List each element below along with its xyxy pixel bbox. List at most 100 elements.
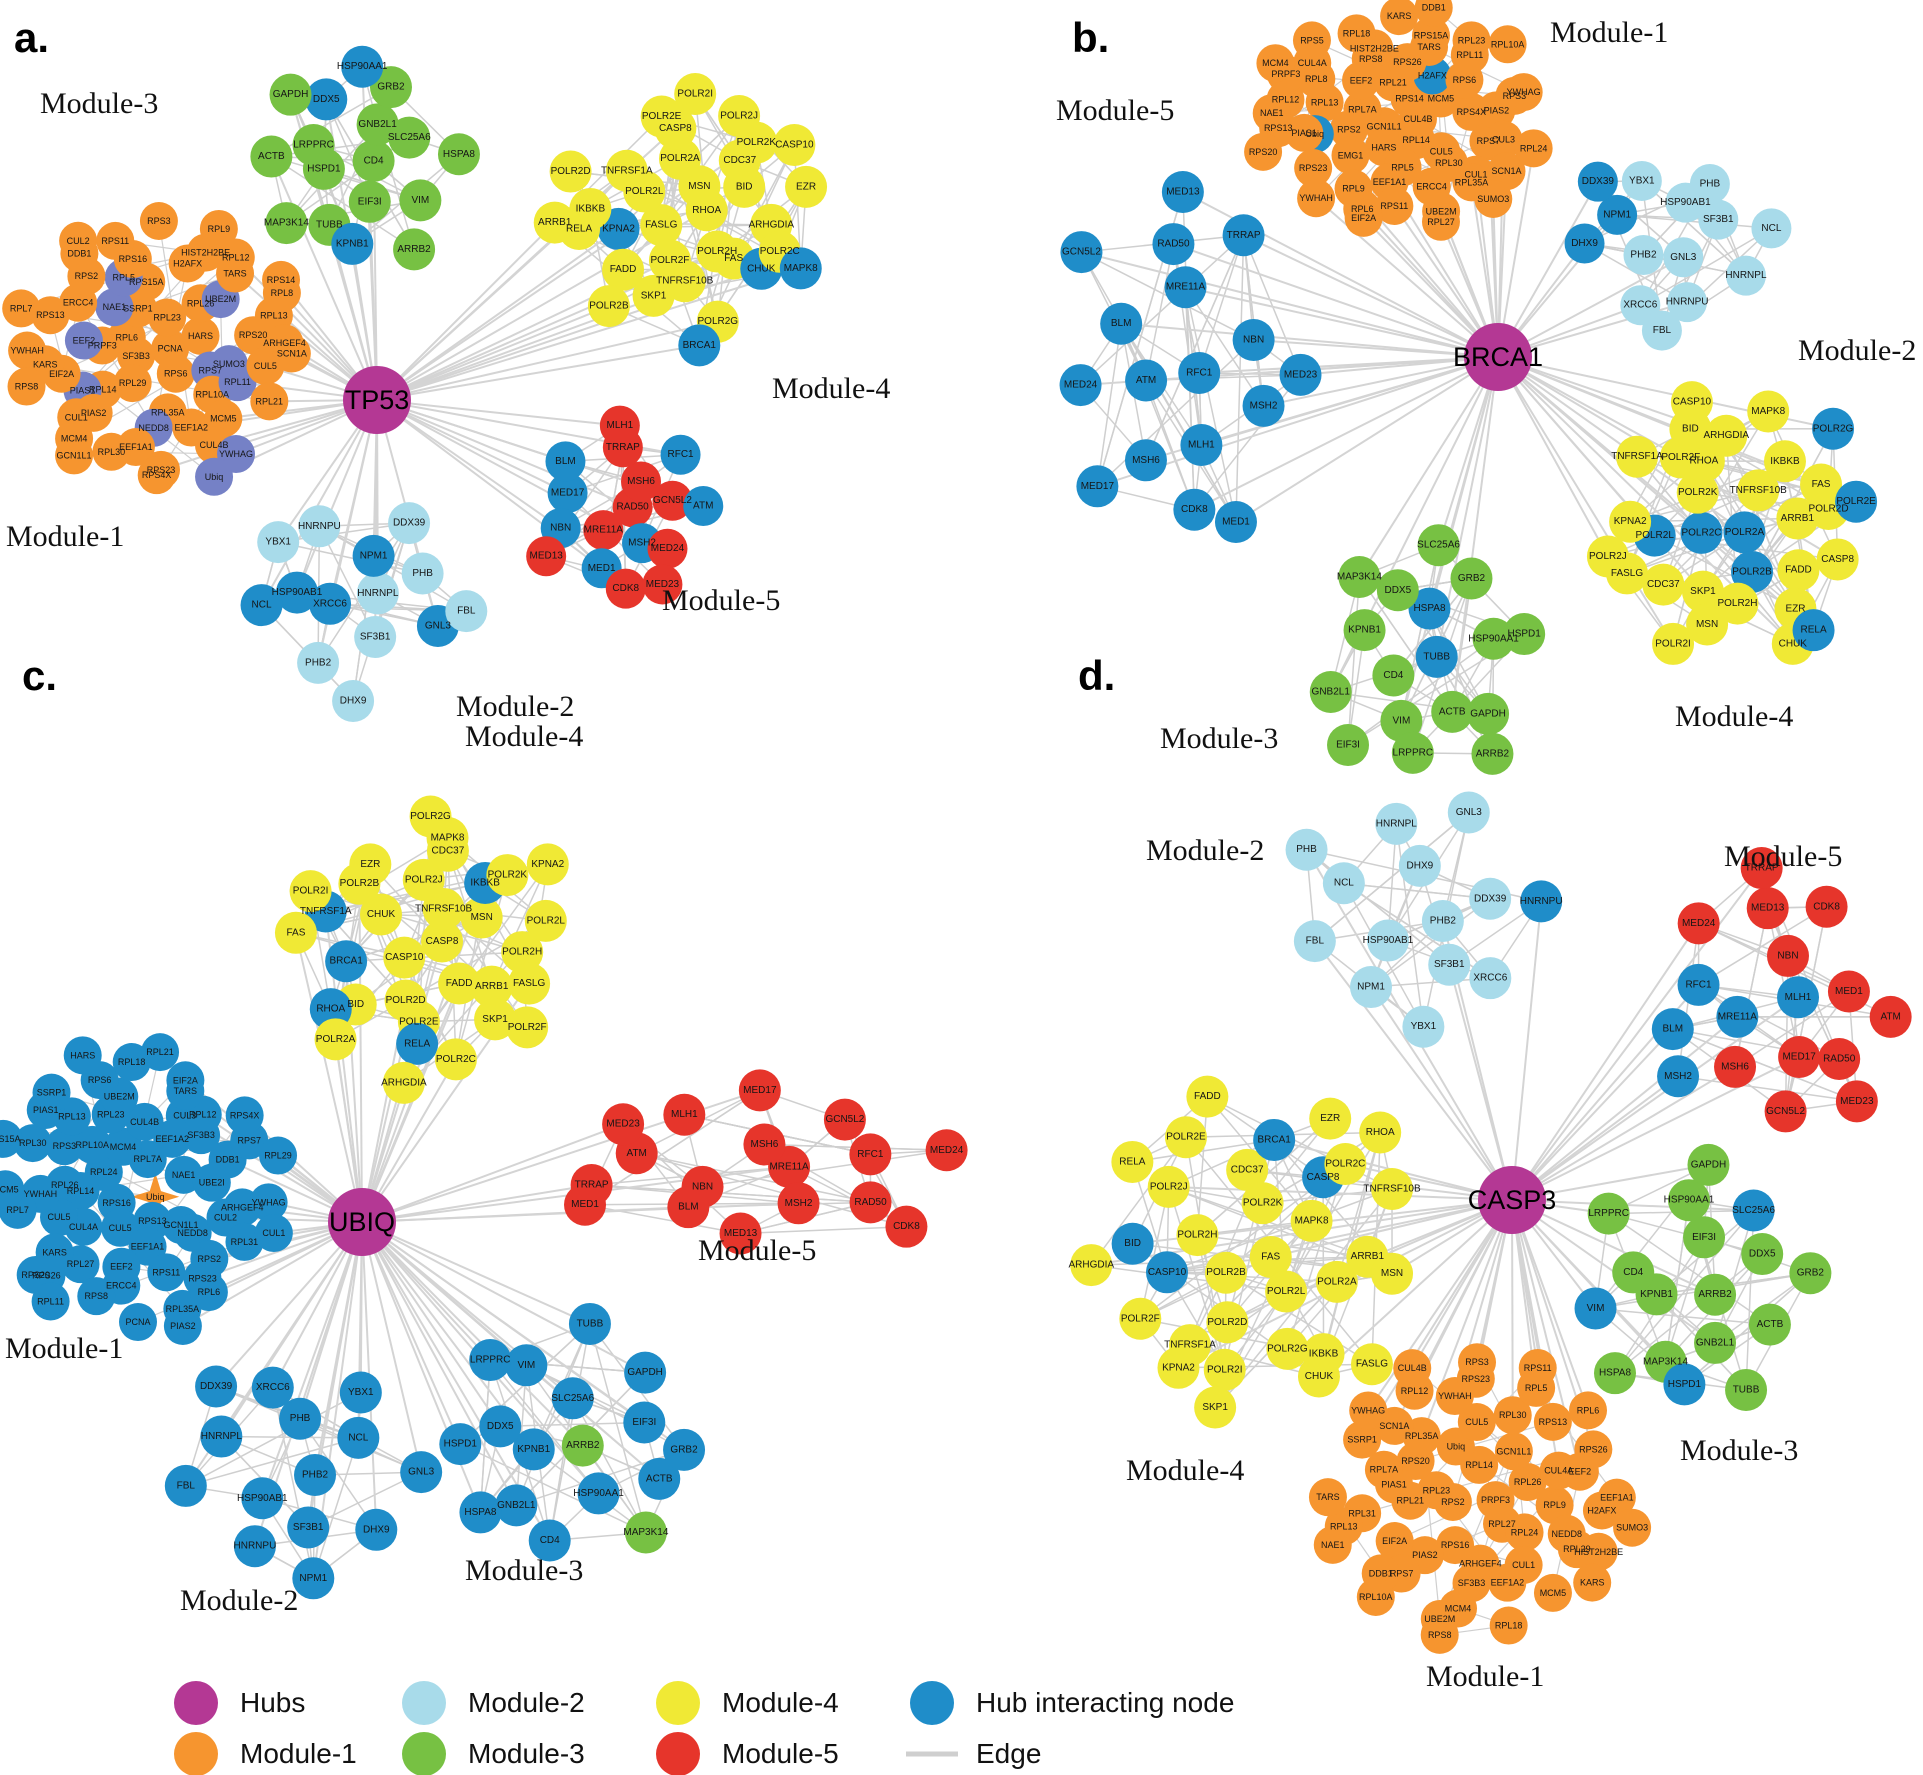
node-YWHAH: [1297, 179, 1336, 218]
node-label-BLM: BLM: [678, 1202, 699, 1213]
node-label-YWHAH: YWHAH: [1299, 193, 1333, 203]
node-label-MSH6: MSH6: [751, 1139, 779, 1150]
node-SLC25A6: [551, 1377, 594, 1420]
node-MAP3K14: [265, 202, 308, 245]
node-label-MED23: MED23: [1284, 369, 1318, 380]
node-MAPK8: [1290, 1199, 1333, 1242]
node-XRCC6: [1469, 957, 1512, 1000]
node-label-BLM: BLM: [1111, 318, 1132, 329]
node-MED13: [719, 1212, 762, 1255]
node-MSH2: [777, 1182, 820, 1225]
node-label-NPM1: NPM1: [299, 1573, 327, 1584]
node-label-PHB2: PHB2: [305, 657, 332, 668]
node-RPL30: [92, 432, 131, 471]
node-label-RPL21: RPL21: [1379, 77, 1407, 87]
node-label-TARS: TARS: [174, 1086, 197, 1096]
node-label-MLH1: MLH1: [607, 420, 634, 431]
node-label-HNRNPL: HNRNPL: [201, 1431, 243, 1442]
node-label-NCL: NCL: [348, 1432, 368, 1443]
node-RPL10A: [1488, 25, 1527, 64]
node-SF3B1: [1428, 943, 1471, 986]
edge: [1370, 898, 1491, 988]
hub-edge: [1263, 356, 1499, 407]
node-POLR2D: [549, 150, 592, 193]
node-label-HSP90AB1: HSP90AB1: [272, 587, 323, 598]
hub-edge: [1168, 1185, 1513, 1201]
node-CDK8: [1173, 488, 1216, 531]
node-label-EIF2A: EIF2A: [49, 369, 74, 379]
node-MED1: [1214, 501, 1257, 544]
node-GCN5L2: [823, 1098, 866, 1141]
node-ARRB2: [1471, 732, 1514, 775]
node-label-MED1: MED1: [1222, 517, 1250, 528]
node-MED24: [1059, 364, 1102, 407]
node-FBL: [1293, 920, 1336, 963]
hub-edge: [1451, 356, 1499, 712]
node-RPL10A: [73, 1125, 112, 1164]
edge: [788, 1166, 907, 1228]
node-label-NCL: NCL: [252, 600, 272, 611]
node-label-LRPPRC: LRPPRC: [293, 139, 334, 150]
node-label-ARHGDIA: ARHGDIA: [1068, 1260, 1114, 1271]
node-label-HSPD1: HSPD1: [1507, 629, 1541, 640]
edge: [1617, 214, 1772, 230]
node-label-TNFRSF1A: TNFRSF1A: [601, 165, 653, 176]
node-label-RPS2: RPS2: [1337, 124, 1361, 134]
node-ACTB: [250, 135, 293, 178]
node-label-POLR2J: POLR2J: [1150, 1181, 1188, 1192]
node-label-CASP8: CASP8: [1821, 554, 1854, 565]
node-label-RPL14: RPL14: [1402, 135, 1430, 145]
node-label-EZR: EZR: [360, 859, 380, 870]
node-HSPD1: [1503, 613, 1546, 656]
node-label-RPL31: RPL31: [231, 1237, 259, 1247]
node-label-ATM: ATM: [693, 500, 713, 511]
node-GCN5L2: [1764, 1090, 1807, 1133]
node-label-RPS4X: RPS4X: [142, 470, 172, 480]
node-label-FAS: FAS: [1261, 1251, 1280, 1262]
node-label-RPL11: RPL11: [37, 1297, 64, 1307]
node-label-NEDD8: NEDD8: [138, 423, 169, 433]
node-label-KPNA2: KPNA2: [1614, 516, 1647, 527]
node-FBL: [1641, 310, 1682, 351]
node-label-MSH2: MSH2: [785, 1198, 813, 1209]
node-GCN1L1: [55, 436, 94, 475]
node-label-SLC25A6: SLC25A6: [1732, 1205, 1775, 1216]
node-DHX9: [1564, 223, 1605, 264]
node-label-RPS11: RPS11: [152, 1267, 180, 1277]
hub-edge: [1367, 1199, 1513, 1412]
legend-swatch-hub-interacting-node: [910, 1681, 954, 1725]
node-label-SUMO3: SUMO3: [213, 359, 245, 369]
hub-edge: [1511, 1066, 1736, 1201]
node-label-RPL10A: RPL10A: [76, 1140, 110, 1150]
node-label-CHUK: CHUK: [747, 263, 776, 274]
node-EIF2A: [166, 1061, 205, 1100]
node-label-RPS14: RPS14: [1395, 94, 1424, 104]
node-label-MRE11A: MRE11A: [1166, 282, 1206, 293]
node-SLC25A6: [1732, 1189, 1775, 1232]
legend-swatch-module-1: [174, 1732, 218, 1775]
node-label-GAPDH: GAPDH: [273, 89, 309, 100]
node-XRCC6: [251, 1366, 294, 1409]
node-MSN: [460, 896, 503, 939]
node-PCNA: [119, 1303, 158, 1342]
node-label-IKBKB: IKBKB: [470, 878, 500, 889]
node-label-DHX9: DHX9: [1407, 860, 1434, 871]
node-POLR2A: [1723, 511, 1766, 554]
node-label-NAE1: NAE1: [103, 302, 127, 312]
node-RPS3: [45, 1127, 84, 1166]
node-label-PHB2: PHB2: [1430, 916, 1457, 927]
node-POLR2F: [1119, 1297, 1162, 1340]
node-label-DHX9: DHX9: [340, 695, 367, 706]
node-label-PCNA: PCNA: [158, 344, 183, 354]
node-label-RPL5: RPL5: [112, 272, 135, 282]
node-label-PIAS1: PIAS1: [1381, 1479, 1407, 1489]
node-PHB2: [1623, 234, 1664, 275]
node-label-ACTB: ACTB: [1757, 1319, 1784, 1330]
node-label-RPS13: RPS13: [1264, 123, 1293, 133]
node-BID: [1111, 1222, 1154, 1265]
edge: [1120, 323, 1237, 523]
node-RPL21: [250, 382, 289, 421]
node-label-NBN: NBN: [1243, 335, 1264, 346]
node-label-RPL18: RPL18: [1343, 28, 1371, 38]
node-RPS20: [1244, 132, 1283, 171]
